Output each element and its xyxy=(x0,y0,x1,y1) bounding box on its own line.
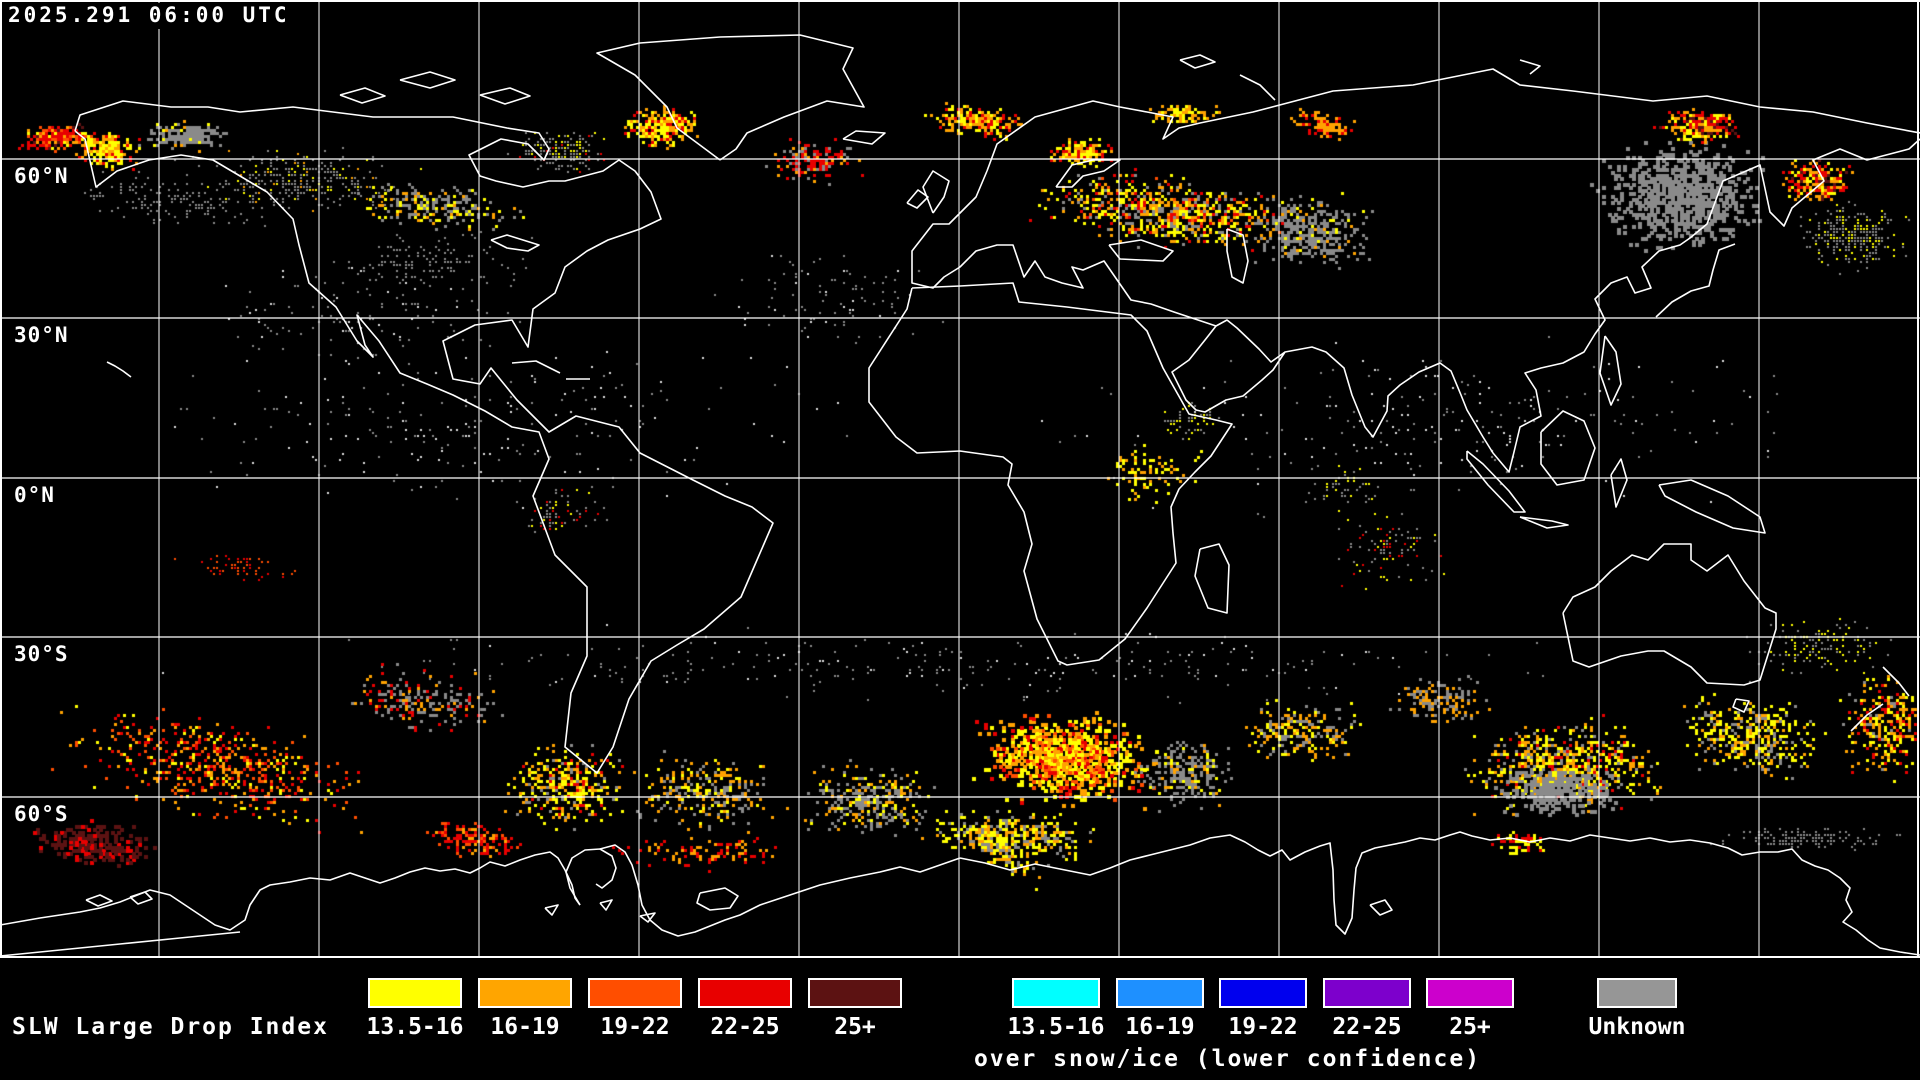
latitude-label: 30°S xyxy=(14,642,69,666)
legend-swatch xyxy=(368,978,462,1008)
latitude-label: 60°N xyxy=(14,164,69,188)
coastline xyxy=(1540,410,1596,486)
legend-swatch xyxy=(1426,978,1514,1008)
legend-swatch-label: 16-19 xyxy=(490,1014,560,1040)
legend-bar: SLW Large Drop Index over snow/ice (lowe… xyxy=(0,960,1920,1080)
coastline xyxy=(479,87,531,105)
legend-swatch xyxy=(1219,978,1307,1008)
coastline xyxy=(85,894,113,907)
coastline xyxy=(339,87,386,104)
coastline xyxy=(565,848,617,906)
legend-swatch xyxy=(1116,978,1204,1008)
coastline xyxy=(1239,74,1276,101)
legend-swatch-label: 25+ xyxy=(1449,1014,1491,1040)
coastline xyxy=(842,130,886,145)
coastline xyxy=(1108,239,1174,262)
legend-swatch-label: 22-25 xyxy=(710,1014,780,1040)
coastline xyxy=(986,68,1920,172)
legend-swatch xyxy=(478,978,572,1008)
coastline xyxy=(1171,138,1920,473)
coastline xyxy=(1519,516,1569,529)
coastline xyxy=(1055,159,1121,188)
coastline xyxy=(599,844,961,937)
coastline xyxy=(399,71,456,89)
coastline xyxy=(906,189,929,209)
coastline xyxy=(129,891,153,905)
coastline xyxy=(599,899,613,911)
coastline xyxy=(696,887,739,911)
legend-swatch xyxy=(588,978,682,1008)
coastline xyxy=(868,282,1233,666)
coastline xyxy=(1732,698,1750,713)
coastline xyxy=(1466,450,1526,513)
coastline xyxy=(959,831,1920,956)
coastline xyxy=(1655,243,1736,318)
coastline xyxy=(1519,59,1541,75)
coastline xyxy=(1658,479,1766,534)
map-canvas xyxy=(0,0,1920,958)
coastline xyxy=(596,34,865,161)
legend-swatch xyxy=(1012,978,1100,1008)
coastline xyxy=(106,361,132,378)
latitude-label: 30°N xyxy=(14,323,69,347)
legend-swatch-label: 25+ xyxy=(834,1014,876,1040)
legend-snow-ice-caption: over snow/ice (lower confidence) xyxy=(973,1046,1482,1072)
coastline xyxy=(922,170,950,214)
coastline xyxy=(1882,666,1910,697)
coastline xyxy=(1599,335,1622,406)
legend-swatch-label: 19-22 xyxy=(1228,1014,1298,1040)
coastline xyxy=(1562,543,1777,686)
coastline xyxy=(1850,703,1884,732)
coastline xyxy=(639,912,656,923)
map-grid-and-coastlines xyxy=(0,0,1920,958)
latitude-label: 60°S xyxy=(14,802,69,826)
coastline xyxy=(911,170,1217,327)
legend-swatch-label: 22-25 xyxy=(1332,1014,1402,1040)
legend-swatch-label: 13.5-16 xyxy=(366,1014,464,1040)
coastline xyxy=(544,904,559,916)
coastline xyxy=(0,931,241,957)
legend-swatch xyxy=(698,978,792,1008)
coastline xyxy=(0,851,581,931)
coastline xyxy=(1610,458,1628,508)
legend-swatch-label: 13.5-16 xyxy=(1007,1014,1105,1040)
legend-swatch xyxy=(808,978,902,1008)
legend-swatch-label: 16-19 xyxy=(1125,1014,1195,1040)
coastline xyxy=(490,234,540,252)
legend-swatch-label: Unknown xyxy=(1588,1014,1686,1040)
timestamp-label: 2025.291 06:00 UTC xyxy=(8,3,296,29)
legend-title: SLW Large Drop Index xyxy=(12,1014,329,1040)
coastline xyxy=(1226,228,1249,284)
legend-swatch-label: 19-22 xyxy=(600,1014,670,1040)
coastline xyxy=(1179,54,1216,69)
coastline xyxy=(1194,543,1230,614)
latitude-label: 0°N xyxy=(14,483,55,507)
coastline xyxy=(74,100,774,774)
coastline xyxy=(511,360,561,374)
coastline xyxy=(1369,899,1393,916)
legend-swatch xyxy=(1323,978,1411,1008)
legend-swatch xyxy=(1597,978,1677,1008)
